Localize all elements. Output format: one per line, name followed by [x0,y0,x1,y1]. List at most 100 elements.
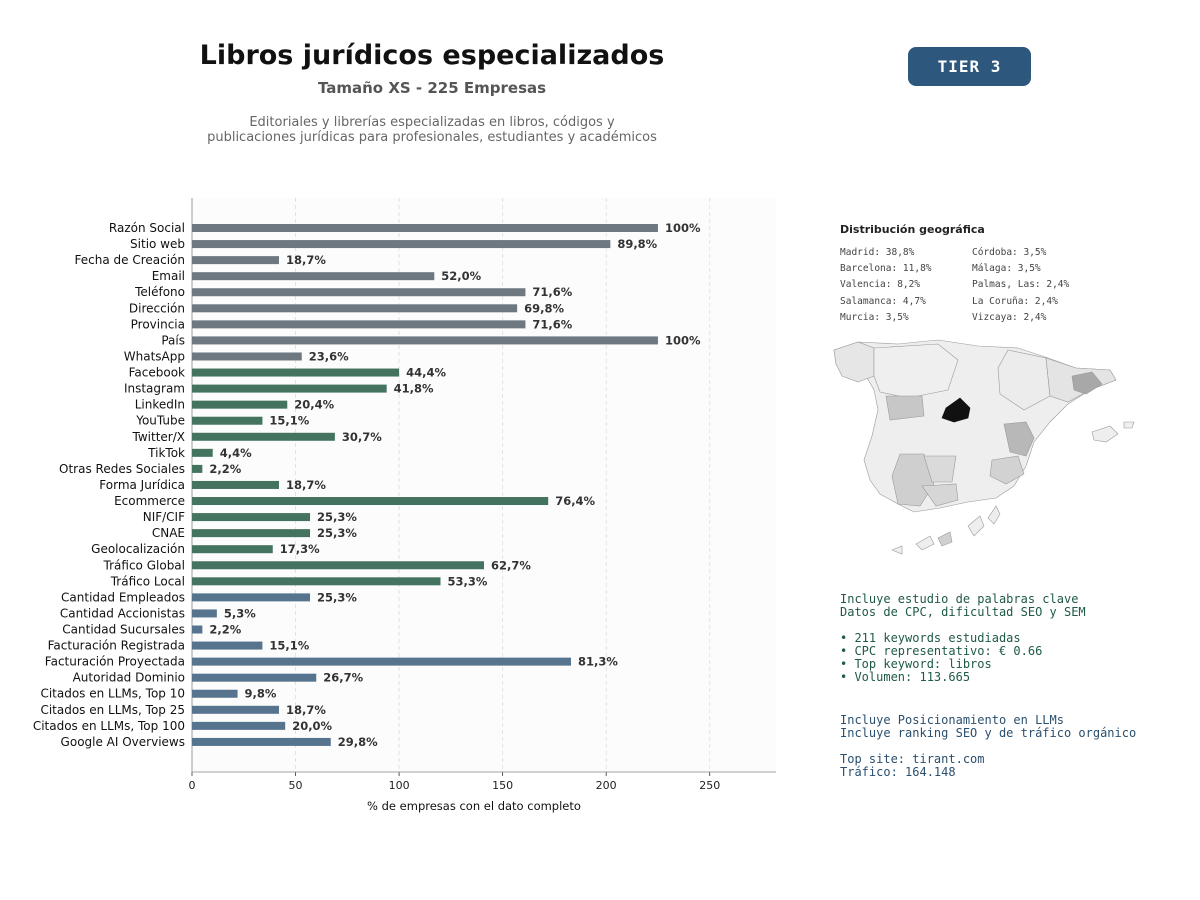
geo-item-left: Madrid: 38,8% [840,247,915,258]
llm-info-line: Top site: tirant.com [840,752,985,766]
bar [192,657,571,666]
map-barcelona [1071,371,1103,395]
category-label: TikTok [147,446,185,460]
bar [192,721,286,730]
data-label: 44,4% [406,366,446,380]
geo-item-left: Valencia: 8,2% [840,279,921,291]
geo-item-right: Palmas, Las: 2,4% [972,279,1070,291]
data-label: 18,7% [286,253,326,267]
geo-title: Distribución geográfica [840,223,985,236]
data-label: 9,8% [245,687,277,701]
data-label: 5,3% [224,606,256,620]
data-label: 15,1% [269,639,309,653]
category-label: Cantidad Accionistas [60,606,185,620]
bar [192,432,335,441]
seo-info-line: • Volumen: 113.665 [840,670,971,684]
seo-info-line: Datos de CPC, dificultad SEO y SEM [840,605,1086,619]
bar [192,577,441,586]
data-label: 20,4% [294,398,334,412]
category-label: Email [152,269,185,283]
map-canarias-5 [891,545,903,555]
map-canarias-4 [987,505,1001,525]
category-label: NIF/CIF [143,510,185,524]
map-castilla-leon [873,343,959,399]
category-label: Twitter/X [132,430,185,444]
data-label: 18,7% [286,478,326,492]
x-tick-label: 200 [596,779,617,792]
data-label: 2,2% [209,623,241,637]
category-label: Citados en LLMs, Top 10 [40,687,185,701]
bar [192,641,263,650]
geo-item-right: La Coruña: 2,4% [972,295,1058,307]
bar [192,737,331,746]
bar [192,272,435,281]
seo-info-line: • 211 keywords estudiadas [840,631,1021,645]
data-label: 71,6% [532,317,572,331]
map-baleares-menorca [1123,421,1135,429]
category-label: Autoridad Dominio [73,671,185,685]
data-label: 100% [665,221,701,235]
geo-item-left: Murcia: 3,5% [840,311,909,323]
bar [192,480,279,489]
llm-info-line: Incluye ranking SEO y de tráfico orgánic… [840,726,1137,740]
category-label: Geolocalización [91,542,185,556]
seo-info-line: • Top keyword: libros [840,657,992,671]
category-label: CNAE [152,526,185,540]
bar [192,593,311,602]
map-galicia [833,341,875,383]
bar [192,288,526,297]
map-andalucia-w [891,453,935,507]
data-label: 52,0% [441,269,481,283]
data-label: 25,3% [317,510,357,524]
data-label: 71,6% [532,285,572,299]
map-malaga [921,483,959,507]
category-label: Citados en LLMs, Top 25 [40,703,185,717]
llm-info-block: Incluye Posicionamiento en LLMs Incluye r… [840,714,1136,779]
geo-item-right: Vizcaya: 2,4% [972,311,1047,323]
data-label: 29,8% [338,735,378,749]
x-tick-label: 100 [389,779,410,792]
category-label: Razón Social [109,221,185,235]
bar [192,416,263,425]
bar [192,336,658,345]
category-label: Provincia [131,317,185,331]
map-cordoba [923,455,957,483]
llm-info-line: Incluye Posicionamiento en LLMs [840,713,1064,727]
category-label: Dirección [129,301,185,315]
bar-chart: 0 50 100 150 200 250 Razón Social 100% Sitio web… [33,198,776,813]
x-tick-label: 250 [699,779,720,792]
llm-info-line: Tráfico: 164.148 [840,765,956,779]
spain-map [833,339,1135,555]
bar [192,464,203,473]
x-tick-label: 150 [492,779,513,792]
bar [192,529,311,538]
category-label: Cantidad Empleados [61,590,185,604]
bar [192,625,203,634]
bar [192,304,518,313]
map-madrid [941,397,971,423]
category-label: Forma Jurídica [99,478,185,492]
page-subtitle: Tamaño XS - 225 Empresas [317,79,547,97]
geo-item-right: Córdoba: 3,5% [972,247,1047,258]
data-label: 23,6% [309,349,349,363]
map-valencia [1003,421,1035,457]
geo-item-right: Málaga: 3,5% [972,263,1041,275]
category-label: Cantidad Sucursales [62,623,185,637]
bar [192,673,317,682]
data-label: 89,8% [617,237,657,251]
data-label: 62,7% [491,558,531,572]
page-description: Editoriales y librerías especializadas e… [120,115,744,145]
bar [192,256,279,265]
bar [192,368,400,377]
data-label: 25,3% [317,526,357,540]
map-murcia [989,455,1025,485]
data-label: 53,3% [448,574,488,588]
plot-area [192,198,776,772]
data-label: 41,8% [394,382,434,396]
bar [192,513,311,522]
category-label: Tráfico Global [103,558,185,572]
x-tick-label: 0 [189,779,196,792]
bar [192,352,302,361]
category-label: Facturación Proyectada [45,655,185,669]
data-label: 100% [665,333,701,347]
